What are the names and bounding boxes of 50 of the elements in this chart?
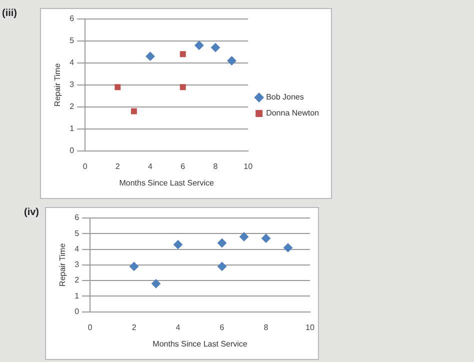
legend-label: Donna Newton <box>266 108 319 118</box>
x-tick-label: 8 <box>213 162 218 171</box>
point <box>146 52 155 61</box>
y-tick-label: 4 <box>74 244 80 254</box>
y-tick-label: 5 <box>74 228 80 238</box>
point <box>210 43 220 52</box>
y-tick-label: 1 <box>70 124 75 134</box>
x-tick-label: 2 <box>115 162 120 171</box>
y-tick-label: 2 <box>74 276 80 285</box>
x-tick-label: 2 <box>132 322 137 332</box>
point <box>218 262 227 271</box>
x-tick-label: 10 <box>306 322 315 332</box>
y-tick-label: 3 <box>74 260 80 270</box>
point <box>240 232 249 242</box>
x-tick-label: 4 <box>148 162 154 171</box>
point <box>218 238 227 248</box>
point <box>130 262 139 271</box>
point <box>152 279 161 288</box>
y-tick-label: 5 <box>70 36 75 46</box>
legend-label: Bob Jones <box>266 92 304 102</box>
y-tick-label: 0 <box>70 146 75 156</box>
chart-title: (iii) <box>2 8 17 19</box>
y-tick-label: 1 <box>74 291 80 300</box>
y-tick-label: 4 <box>70 58 75 68</box>
y-tick-label: 0 <box>74 307 80 316</box>
y-axis-title: Repair Time <box>58 242 68 286</box>
y-tick-label: 3 <box>70 80 75 90</box>
y-axis-title: Repair Time <box>53 62 62 106</box>
x-tick-label: 0 <box>82 162 88 171</box>
point <box>180 51 186 58</box>
point <box>130 108 137 114</box>
point <box>262 234 271 243</box>
chart-title: (iv) <box>24 207 39 218</box>
point <box>284 243 293 252</box>
point <box>114 84 121 90</box>
x-tick-label: 8 <box>264 322 269 332</box>
point <box>180 84 186 90</box>
x-tick-label: 6 <box>180 162 186 171</box>
y-tick-label: 6 <box>70 14 75 24</box>
x-tick-label: 4 <box>176 322 181 332</box>
point <box>194 40 204 50</box>
y-tick-label: 2 <box>70 102 75 112</box>
x-tick-label: 0 <box>88 322 93 332</box>
point <box>174 240 183 250</box>
x-tick-label: 10 <box>244 162 254 171</box>
x-axis-title: Months Since Last Service <box>119 178 214 188</box>
point <box>227 56 236 66</box>
x-axis-title: Months Since Last Service <box>152 339 248 348</box>
x-tick-label: 6 <box>220 322 225 332</box>
y-tick-label: 6 <box>74 213 80 222</box>
